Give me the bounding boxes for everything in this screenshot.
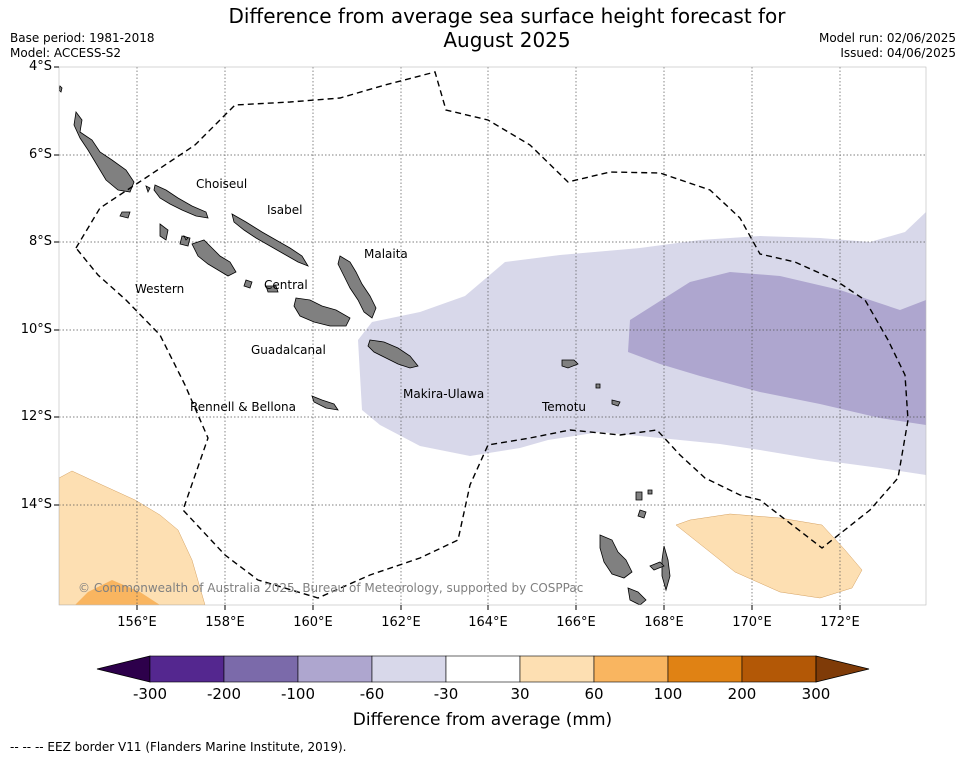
island-vanua-lava — [647, 489, 653, 495]
anomaly-region-pos60-100-west — [75, 580, 160, 605]
island-bougainville — [73, 110, 135, 193]
lon-label-160e: 160°E — [293, 615, 333, 630]
province-label-rennell-bellona: Rennell & Bellona — [190, 400, 297, 414]
island-ndeni — [561, 359, 579, 369]
map-frame — [58, 66, 927, 606]
province-label-guadalcanal: Guadalcanal — [251, 343, 326, 357]
lon-label-170e: 170°E — [732, 615, 772, 630]
island-rennell — [311, 395, 339, 411]
model-run-text: Model run: 02/06/2025 — [818, 31, 956, 45]
island-guadalcanal — [293, 297, 351, 327]
lat-label-8s: 8°S — [28, 234, 52, 249]
island-makira — [367, 339, 419, 369]
anomaly-region-pos30-60-east — [675, 513, 863, 599]
colorbar-segment — [297, 655, 373, 683]
eez-border — [75, 71, 909, 599]
lon-label-168e: 168°E — [644, 615, 684, 630]
colorbar-tick-label: 30 — [510, 685, 530, 703]
province-label-temotu: Temotu — [542, 400, 587, 414]
colorbar-tick-label: 200 — [727, 685, 757, 703]
issued-text: Issued: 04/06/2025 — [840, 46, 956, 60]
lat-label-4s: 4°S — [28, 59, 52, 74]
colorbar-segment — [667, 655, 743, 683]
colorbar-segment — [741, 655, 817, 683]
colorbar-label: Difference from average (mm) — [352, 710, 613, 730]
island-banks — [637, 509, 647, 519]
lat-label-10s: 10°S — [20, 322, 52, 337]
colorbar-segment — [445, 655, 521, 683]
island-malaita — [337, 255, 377, 319]
lon-label-164e: 164°E — [468, 615, 508, 630]
land-islands — [59, 85, 671, 605]
anomaly-region-pos30-60-west — [59, 470, 206, 605]
colorbar-tick-label: -30 — [433, 685, 459, 703]
lon-label-172e: 172°E — [820, 615, 860, 630]
island-maewo — [661, 545, 671, 592]
colorbar-under-extend — [96, 655, 151, 683]
colorbar-tick-label: -200 — [206, 685, 242, 703]
island-torres — [635, 491, 643, 501]
meta-left: Base period: 1981-2018 Model: ACCESS-S2 — [10, 31, 155, 61]
map-title: Difference from average sea surface heig… — [0, 4, 965, 52]
colorbar-tick-label: 300 — [801, 685, 831, 703]
axis-ticks — [54, 66, 841, 610]
model-text: Model: ACCESS-S2 — [10, 46, 122, 60]
province-label-choiseul: Choiseul — [196, 177, 248, 191]
lon-label-158e: 158°E — [205, 615, 245, 630]
island-shortland — [119, 211, 131, 219]
map-canvas — [54, 66, 927, 610]
colorbar-segment — [149, 655, 225, 683]
lat-label-12s: 12°S — [20, 409, 52, 424]
meta-right: Model run: 02/06/2025 Issued: 04/06/2025 — [819, 31, 956, 61]
lon-label-156e: 156°E — [117, 615, 157, 630]
island-malekula — [627, 587, 647, 605]
island-choiseul — [153, 184, 209, 219]
island-new-georgia — [191, 239, 237, 277]
province-label-makira-ulawa: Makira-Ulawa — [403, 387, 485, 401]
island-vella — [159, 223, 169, 241]
island-ambae — [649, 561, 665, 571]
eez-legend-note: -- -- -- EEZ border V11 (Flanders Marine… — [10, 740, 347, 754]
colorbar-segment — [223, 655, 299, 683]
graticule — [59, 67, 926, 605]
island-small-1 — [145, 185, 151, 194]
island-buka — [59, 85, 63, 93]
province-label-isabel: Isabel — [267, 203, 303, 217]
colorbar-over-extend — [815, 655, 870, 683]
province-label-malaita: Malaita — [364, 247, 408, 261]
province-label-western: Western — [135, 282, 185, 296]
map-title-line2: August 2025 — [443, 28, 571, 52]
anomaly-region-neg60-100 — [628, 272, 926, 425]
colorbar-segment — [371, 655, 447, 683]
colorbar-segment — [593, 655, 669, 683]
island-florida — [265, 285, 279, 293]
colorbar-segment — [519, 655, 595, 683]
island-espiritu-santo — [599, 534, 633, 579]
island-reef — [595, 383, 601, 389]
colorbar-tick-label: -300 — [132, 685, 168, 703]
island-small-2 — [183, 235, 189, 241]
island-isabel — [231, 213, 309, 267]
island-russell — [243, 279, 253, 289]
map-title-line1: Difference from average sea surface heig… — [228, 4, 786, 28]
lon-label-166e: 166°E — [556, 615, 596, 630]
lon-label-162e: 162°E — [381, 615, 421, 630]
colorbar-tick-label: 60 — [584, 685, 604, 703]
colorbar-tick-label: -100 — [280, 685, 316, 703]
lat-label-14s: 14°S — [20, 497, 52, 512]
island-vanikoro — [611, 399, 621, 407]
copyright-text: © Commonwealth of Australia 2025, Bureau… — [78, 581, 584, 595]
province-label-central: Central — [264, 278, 308, 292]
base-period-text: Base period: 1981-2018 — [10, 31, 155, 45]
lat-label-6s: 6°S — [28, 147, 52, 162]
colorbar-tick-label: -60 — [359, 685, 385, 703]
colorbar-tick-label: 100 — [653, 685, 683, 703]
